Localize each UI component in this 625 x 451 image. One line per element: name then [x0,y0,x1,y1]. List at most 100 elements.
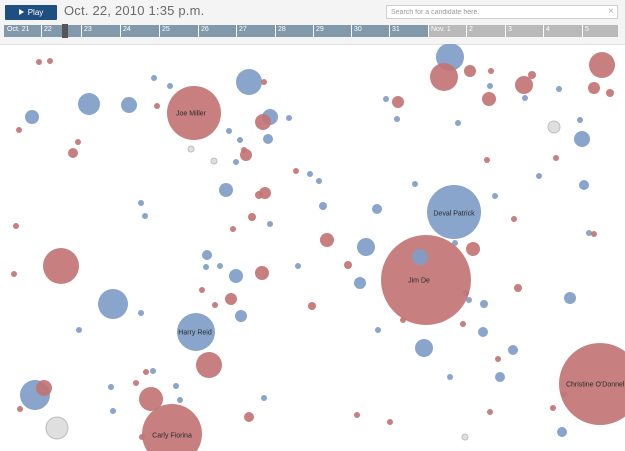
candidate-bubble[interactable] [138,310,144,316]
candidate-bubble[interactable] [187,145,195,153]
candidate-bubble[interactable] [536,173,542,179]
timeline-tick-label[interactable]: 4 [546,26,550,33]
candidate-search-input[interactable] [386,5,618,19]
candidate-bubble[interactable] [233,159,239,165]
candidate-bubble[interactable] [357,238,375,256]
candidate-bubble[interactable] [387,419,393,425]
candidate-bubble[interactable] [586,230,592,236]
candidate-bubble[interactable] [412,249,428,265]
clear-search-icon[interactable]: × [608,6,614,17]
candidate-bubble[interactable] [588,82,600,94]
candidate-bubble[interactable] [415,339,433,357]
timeline-tick-label[interactable]: Nov. 1 [431,26,451,33]
candidate-bubble[interactable] [354,412,360,418]
candidate-bubble[interactable] [316,178,322,184]
candidate-bubble[interactable] [383,96,389,102]
candidate-bubble[interactable] [461,433,469,441]
candidate-bubble[interactable] [110,408,116,414]
timeline-tick-label[interactable]: 5 [585,26,589,33]
candidate-bubble[interactable] [25,110,39,124]
candidate-bubble[interactable] [484,157,490,163]
candidate-bubble[interactable] [154,103,160,109]
candidate-bubble[interactable] [98,289,128,319]
candidate-bubble[interactable] [606,89,614,97]
candidate-bubble[interactable] [466,297,472,303]
candidate-bubble[interactable] [508,345,518,355]
candidate-bubble[interactable] [76,327,82,333]
candidate-bubble[interactable] [43,248,79,284]
timeline-tick-label[interactable]: 24 [123,26,131,33]
candidate-bubble[interactable] [177,313,215,351]
candidate-bubble[interactable] [579,180,589,190]
candidate-bubble[interactable] [150,368,156,374]
candidate-bubble[interactable] [229,269,243,283]
candidate-bubble[interactable] [354,277,366,289]
candidate-bubble[interactable] [230,226,236,232]
candidate-bubble[interactable] [482,92,496,106]
candidate-bubble[interactable] [466,242,480,256]
timeline-tick-label[interactable]: 23 [84,26,92,33]
candidate-bubble[interactable] [480,300,488,308]
candidate-bubble[interactable] [255,266,269,280]
candidate-bubble[interactable] [557,427,567,437]
candidate-bubble[interactable] [430,63,458,91]
candidate-bubble[interactable] [47,58,53,64]
candidate-bubble[interactable] [143,369,149,375]
candidate-bubble[interactable] [11,271,17,277]
candidate-bubble[interactable] [139,387,163,411]
timeline-tick-label[interactable]: 27 [239,26,247,33]
candidate-bubble[interactable] [577,117,583,123]
candidate-bubble[interactable] [320,233,334,247]
candidate-bubble[interactable] [495,356,501,362]
candidate-bubble[interactable] [236,69,262,95]
candidate-bubble[interactable] [199,287,205,293]
candidate-bubble[interactable] [392,96,404,108]
candidate-bubble[interactable] [488,68,494,74]
candidate-bubble[interactable] [212,302,218,308]
candidate-bubble[interactable] [375,327,381,333]
candidate-bubble[interactable] [528,71,536,79]
candidate-bubble[interactable] [267,221,273,227]
candidate-bubble[interactable] [394,116,400,122]
candidate-bubble[interactable] [495,372,505,382]
candidate-bubble[interactable] [226,128,232,134]
candidate-bubble[interactable] [295,263,301,269]
candidate-bubble[interactable] [255,114,271,130]
candidate-bubble[interactable] [68,148,78,158]
candidate-bubble[interactable] [36,380,52,396]
candidate-bubble[interactable] [556,86,562,92]
candidate-bubble[interactable] [167,86,221,140]
timeline-tick-label[interactable]: 3 [508,26,512,33]
candidate-bubble[interactable] [455,120,461,126]
candidate-bubble[interactable] [514,284,522,292]
candidate-bubble[interactable] [78,93,100,115]
candidate-bubble[interactable] [464,65,476,77]
candidate-bubble[interactable] [225,293,237,305]
candidate-bubble[interactable] [286,115,292,121]
timeline-tick-label[interactable]: 25 [162,26,170,33]
candidate-bubble[interactable] [235,310,247,322]
candidate-bubble[interactable] [219,183,233,197]
candidate-bubble[interactable] [547,120,561,134]
candidate-bubble[interactable] [133,380,139,386]
candidate-bubble[interactable] [412,181,418,187]
candidate-bubble[interactable] [511,216,517,222]
candidate-bubble[interactable] [17,406,23,412]
candidate-bubble[interactable] [381,235,471,325]
timeline-tick-label[interactable]: 26 [201,26,209,33]
candidate-bubble[interactable] [307,171,313,177]
candidate-bubble[interactable] [447,374,453,380]
timeline-tick-label[interactable]: 29 [316,26,324,33]
candidate-bubble[interactable] [515,76,533,94]
candidate-bubble[interactable] [203,264,209,270]
candidate-bubble[interactable] [202,250,212,260]
timeline-tick-label[interactable]: 22 [44,26,52,33]
candidate-bubble[interactable] [574,131,590,147]
candidate-bubble[interactable] [151,75,157,81]
candidate-bubble[interactable] [372,204,382,214]
candidate-bubble[interactable] [261,395,267,401]
play-button[interactable]: Play [5,5,57,20]
candidate-bubble[interactable] [460,321,466,327]
timeline-tick-label[interactable]: 31 [392,26,400,33]
